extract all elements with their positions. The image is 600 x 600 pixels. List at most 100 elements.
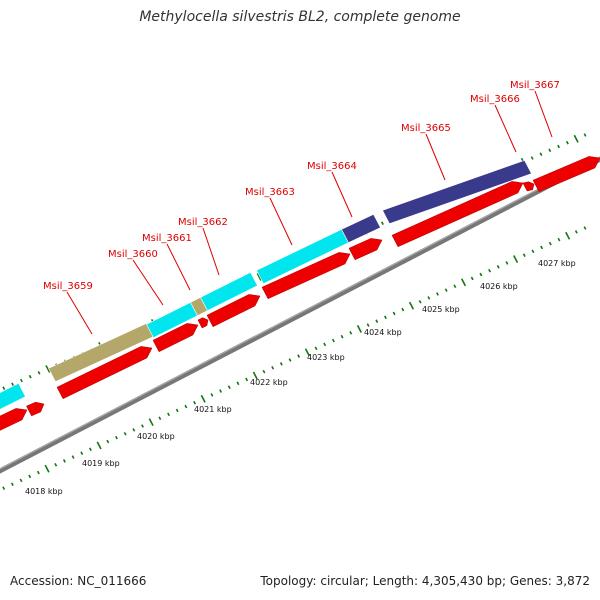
- feature-block: [382, 159, 532, 225]
- gene-label: Msil_3662: [178, 217, 228, 228]
- scale-label: 4025 kbp: [422, 305, 460, 314]
- upper-tick-minor-tick: [19, 378, 23, 383]
- lower-tick-minor-tick: [123, 431, 127, 436]
- gene-leader-line: [66, 291, 93, 335]
- lower-tick-minor-tick: [219, 389, 223, 393]
- lower-tick-major-tick: [513, 255, 519, 263]
- lower-tick-minor-tick: [36, 470, 40, 475]
- upper-tick-minor-tick: [381, 221, 384, 226]
- lower-tick-minor-tick: [418, 299, 422, 304]
- lower-tick-minor-tick: [583, 226, 587, 230]
- feature-block: [341, 213, 381, 244]
- scale-label: 4026 kbp: [480, 282, 518, 291]
- lower-tick-major-tick: [44, 464, 50, 473]
- scale-label: 4021 kbp: [194, 405, 232, 414]
- cds-arrow: [261, 252, 351, 300]
- lower-tick-minor-tick: [548, 241, 552, 246]
- feature-block: [48, 322, 154, 383]
- gene-leader-line: [202, 227, 220, 276]
- lower-tick-minor-tick: [297, 354, 301, 358]
- cds-arrow: [532, 156, 600, 193]
- lower-tick-major-tick: [252, 371, 258, 380]
- lower-tick-minor-tick: [28, 474, 32, 479]
- gene-label: Msil_3659: [43, 281, 93, 292]
- lower-tick-minor-tick: [522, 253, 526, 257]
- lower-tick-minor-tick: [158, 416, 162, 421]
- cds-arrow: [522, 181, 535, 192]
- cds-arrow: [0, 408, 28, 431]
- lower-tick-minor-tick: [227, 385, 231, 389]
- scale-label: 4024 kbp: [364, 328, 402, 337]
- lower-tick-minor-tick: [210, 393, 214, 397]
- lower-tick-minor-tick: [19, 478, 23, 483]
- upper-tick-minor-tick: [28, 374, 32, 379]
- upper-tick-minor-tick: [548, 148, 552, 153]
- lower-tick-minor-tick: [349, 331, 353, 335]
- gene-label: Msil_3664: [307, 161, 357, 172]
- upper-tick-major-tick: [45, 365, 51, 373]
- lower-tick-minor-tick: [115, 435, 118, 440]
- gene-label: Msil_3667: [510, 80, 560, 91]
- gene-leader-line: [269, 197, 293, 246]
- lower-tick-minor-tick: [488, 268, 492, 273]
- lower-tick-major-tick: [565, 231, 571, 240]
- gene-label: Msil_3663: [245, 187, 295, 198]
- cds-arrow: [152, 323, 199, 353]
- lower-tick-minor-tick: [383, 315, 387, 320]
- gene-label: Msil_3666: [470, 94, 520, 105]
- lower-tick-minor-tick: [167, 412, 170, 417]
- lower-tick-minor-tick: [245, 377, 249, 382]
- lower-tick-minor-tick: [236, 381, 240, 386]
- lower-tick-minor-tick: [470, 276, 474, 281]
- upper-tick-minor-tick: [583, 133, 587, 137]
- upper-tick-major-tick: [256, 273, 262, 281]
- upper-tick-major-tick: [573, 134, 579, 143]
- scale-label: 4022 kbp: [250, 378, 288, 387]
- lower-tick-minor-tick: [323, 342, 327, 347]
- scale-label: 4018 kbp: [25, 487, 63, 496]
- accession-text: Accession: NC_011666: [10, 574, 147, 588]
- upper-tick-minor-tick: [530, 156, 534, 160]
- map-title: Methylocella silvestris BL2, complete ge…: [139, 9, 461, 25]
- upper-tick-minor-tick: [565, 140, 569, 145]
- lower-tick-minor-tick: [401, 307, 405, 312]
- lower-tick-minor-tick: [132, 428, 136, 432]
- lower-tick-major-tick: [460, 278, 467, 287]
- feature-block: [200, 271, 258, 312]
- lower-tick-major-tick: [148, 418, 154, 427]
- lower-tick-minor-tick: [288, 358, 292, 362]
- gene-label: Msil_3665: [401, 123, 451, 134]
- lower-tick-minor-tick: [505, 261, 509, 265]
- label-layer: 4018 kbp 4019 kbp 4020 kbp 4021 kbp 4022 kbp…: [25, 80, 576, 496]
- lower-tick-minor-tick: [557, 237, 561, 242]
- lower-tick-minor-tick: [2, 486, 6, 490]
- lower-tick-major-tick: [356, 325, 362, 333]
- gene-label: Msil_3660: [108, 249, 158, 260]
- backbone-highlight: [0, 156, 600, 470]
- lower-tick-major-tick: [200, 394, 206, 403]
- lower-tick-minor-tick: [574, 230, 578, 234]
- gene-label: Msil_3661: [142, 233, 192, 244]
- lower-tick-major-tick: [304, 348, 310, 357]
- gene-leader-line: [425, 133, 446, 181]
- upper-tick-minor-tick: [539, 152, 543, 156]
- lower-tick-minor-tick: [54, 463, 58, 467]
- lower-tick-minor-tick: [106, 439, 110, 444]
- lower-tick-minor-tick: [479, 272, 483, 277]
- lower-tick-minor-tick: [444, 288, 448, 292]
- genome-summary-text: Topology: circular; Length: 4,305,430 bp…: [260, 574, 590, 588]
- lower-tick-minor-tick: [392, 311, 396, 316]
- lower-tick-minor-tick: [375, 319, 379, 323]
- lower-tick-major-tick: [408, 301, 415, 310]
- upper-tick-minor-tick: [557, 144, 561, 149]
- gene-leader-line: [494, 104, 517, 153]
- backbone-line: [0, 156, 600, 474]
- lower-tick-minor-tick: [436, 292, 439, 296]
- feature-layer: [0, 156, 600, 431]
- lower-tick-minor-tick: [271, 365, 275, 370]
- lower-tick-minor-tick: [62, 459, 66, 463]
- lower-tick-minor-tick: [531, 249, 535, 254]
- upper-tick-minor-tick: [2, 386, 6, 390]
